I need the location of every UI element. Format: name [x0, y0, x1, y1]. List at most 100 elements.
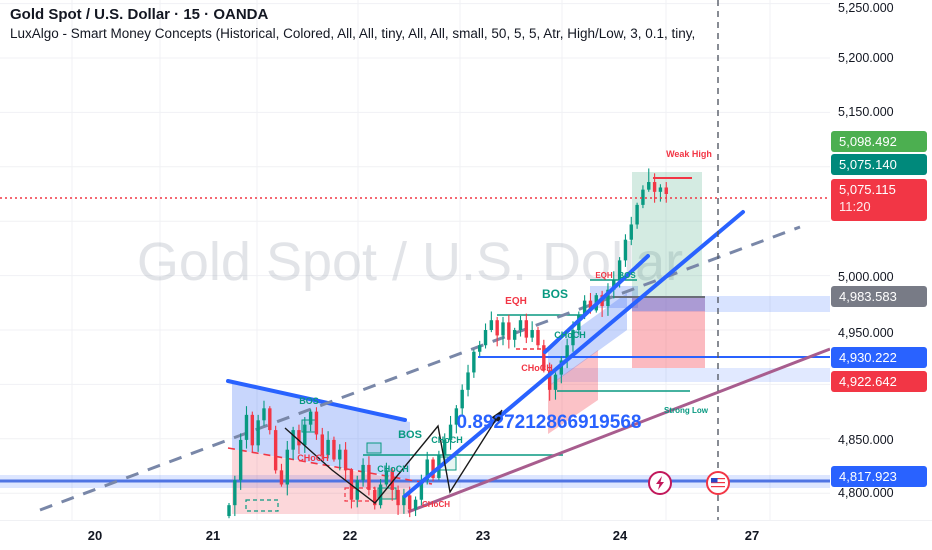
trendline-main-ascending[interactable] [403, 210, 745, 498]
candle-body [285, 449, 289, 485]
flag-stripe [711, 478, 725, 480]
price-axis-label: 4,950.000 [838, 326, 894, 340]
candle-body [396, 489, 400, 506]
candle-body [268, 408, 272, 431]
trendline-channel-upper[interactable] [543, 254, 650, 354]
label-choch-1[interactable]: CHoCH [297, 453, 329, 463]
label-choch-4[interactable]: CHoCH [422, 500, 450, 509]
candle-body [244, 414, 249, 440]
lightning-glyph [656, 476, 664, 490]
candle-body [297, 430, 301, 446]
candle-body [501, 322, 505, 336]
candle-body [524, 320, 529, 338]
price-axis-label: 5,000.000 [838, 270, 894, 284]
price-badge-blue-2: 4,817.923 [831, 466, 927, 487]
candle-body [303, 424, 307, 446]
label-eqh-1[interactable]: EQH [505, 296, 527, 307]
candle-body [279, 470, 284, 485]
flag-stripe [711, 484, 725, 486]
slate-dashed-trendline[interactable] [39, 225, 801, 512]
label-bos-1[interactable]: BOS [299, 396, 319, 406]
candle-body [489, 320, 494, 330]
time-axis-label: 22 [342, 528, 358, 543]
mitigation-box-green[interactable] [245, 499, 279, 512]
candle-body [652, 182, 657, 192]
choch-dashed-descending[interactable] [227, 447, 433, 485]
candle-body [262, 408, 266, 421]
candle-body [390, 470, 394, 490]
candle-body [582, 300, 587, 315]
time-axis-label: 27 [744, 528, 760, 543]
time-axis-label: 20 [87, 528, 103, 543]
candle-body [571, 330, 575, 346]
zigzag-arrowhead [491, 410, 502, 423]
flag-stripe [711, 482, 725, 484]
candle-body [250, 414, 255, 446]
smc-zones[interactable] [0, 172, 830, 514]
level-band-4915[interactable] [555, 368, 830, 382]
candle-body [273, 430, 278, 471]
candle-body [308, 411, 313, 425]
candle-body [425, 459, 429, 481]
top-drawings[interactable]: BOS CHoCH BOS CHoCH CHoCH CHoCH EQH BOS CHoCH CHo… [0, 0, 830, 520]
label-bos-4[interactable]: BOS [618, 271, 636, 280]
price-axis-label: 4,800.000 [838, 486, 894, 500]
label-choch-2[interactable]: CHoCH [431, 435, 463, 445]
price-axis-label: 5,150.000 [838, 105, 894, 119]
label-choch-3[interactable]: CHoCH [377, 464, 409, 474]
channel-fill-red[interactable] [548, 350, 598, 434]
label-choch-5[interactable]: CHoCH [554, 330, 586, 340]
candle-body [419, 480, 424, 500]
price-axis-label: 4,850.000 [838, 433, 894, 447]
label-bos-2[interactable]: BOS [398, 429, 422, 441]
candle-body [227, 505, 231, 517]
candle-body [402, 495, 406, 506]
label-bos-3[interactable]: BOS [542, 287, 568, 301]
label-strong-low[interactable]: Strong Low [664, 406, 709, 415]
label-eqh-2[interactable]: EQH [595, 271, 613, 280]
purple-trendline[interactable] [407, 347, 830, 514]
time-axis[interactable]: 20 21 22 23 24 27 [0, 520, 932, 550]
symbol-watermark: Gold Spot / U.S. Dollar [137, 232, 683, 292]
us-flag-event-icon[interactable] [706, 471, 730, 495]
structure-zigzag[interactable] [284, 409, 503, 504]
candle-body [530, 330, 534, 338]
candle-body [536, 330, 540, 346]
candle-body [291, 430, 295, 450]
candle-body [460, 389, 464, 409]
candle-body [647, 182, 651, 190]
candle-body [466, 372, 470, 390]
price-axis-label: 5,250.000 [838, 1, 894, 15]
grid-lines [0, 0, 830, 520]
candle-body [431, 459, 435, 478]
candle-body [367, 464, 371, 490]
candle-body [373, 489, 377, 506]
candle-body [658, 187, 663, 192]
candle-body [507, 322, 511, 340]
candle-body [384, 470, 389, 485]
ob-box-2[interactable] [366, 442, 382, 454]
candle-body [553, 374, 558, 390]
level-band-4983[interactable] [632, 296, 830, 312]
candle-body [361, 464, 365, 481]
candle-body [612, 279, 616, 290]
channel-fill-blue[interactable] [548, 293, 627, 387]
label-choch-6[interactable]: CHoCH [521, 363, 553, 373]
candle-body [448, 424, 453, 440]
lightning-event-icon[interactable] [648, 471, 672, 495]
overlap-band-purple[interactable] [632, 297, 705, 311]
candle-body [565, 345, 569, 361]
label-weak-high[interactable]: Weak High [666, 149, 712, 159]
candle-body [518, 320, 523, 330]
trendline-left-descending[interactable] [226, 379, 407, 422]
price-badge-blue-1: 4,930.222 [831, 347, 927, 368]
supply-box-red[interactable] [632, 311, 705, 368]
drawings[interactable] [0, 177, 830, 514]
candle-body [314, 411, 319, 435]
price-axis[interactable]: 5,250.000 5,200.000 5,150.000 5,000.000 4,95… [830, 0, 932, 520]
candle-body [408, 495, 412, 510]
price-badge-recent-high: 5,098.492 [831, 131, 927, 152]
label-fib-level[interactable]: 0.8927212866919568 [457, 412, 642, 433]
